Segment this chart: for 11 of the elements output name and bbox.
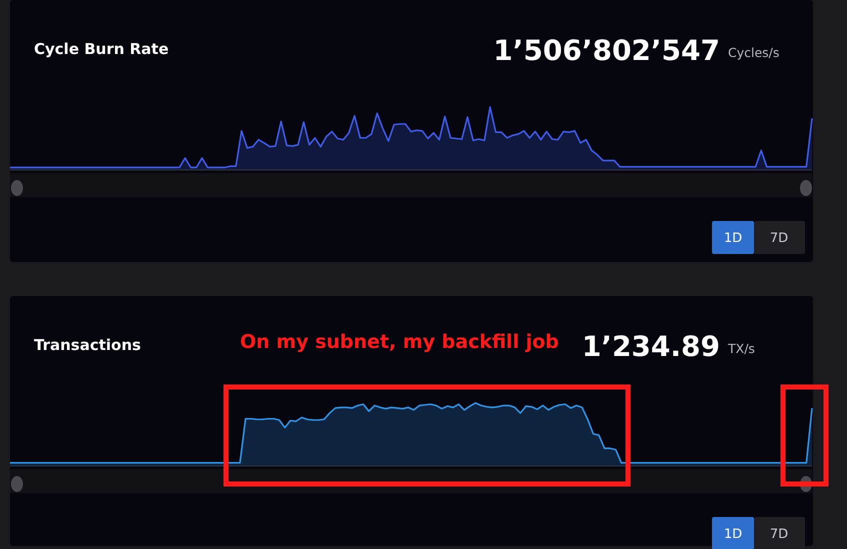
- text: Cycles/s: [728, 45, 780, 60]
- text: 1’506’802’547: [493, 34, 720, 67]
- text: 1’234.89: [582, 330, 720, 363]
- chart-title: Cycle Burn Rate: [34, 40, 169, 58]
- text: 1D: [724, 527, 742, 542]
- text: 7D: [770, 231, 788, 246]
- text: On my subnet, my backfill job: [240, 331, 559, 353]
- text: 1D: [724, 231, 742, 246]
- text: 7D: [770, 527, 788, 542]
- chart-title: Transactions: [34, 336, 142, 354]
- text: TX/s: [727, 341, 755, 356]
